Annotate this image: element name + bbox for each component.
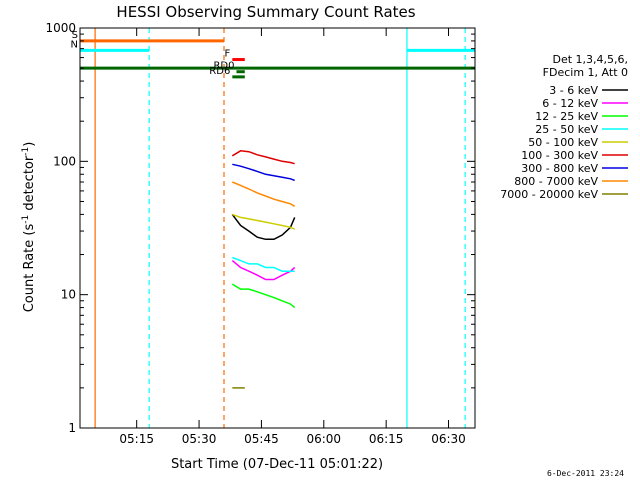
x-tick-label-0: 05:15 <box>119 432 154 446</box>
legend-label-4: 50 - 100 keV <box>528 136 598 149</box>
y-label-end: ) <box>22 142 37 147</box>
legend: Det 1,3,4,5,6,FDecim 1, Att 0 3 - 6 keV6 … <box>500 53 628 201</box>
legend-label-3: 25 - 50 keV <box>535 123 598 136</box>
x-tick-label-4: 06:15 <box>369 432 404 446</box>
legend-label-0: 3 - 6 keV <box>549 84 598 97</box>
flag-label-5: RD0 <box>213 61 234 72</box>
legend-label-1: 6 - 12 keV <box>542 97 598 110</box>
legend-label-2: 12 - 25 keV <box>535 110 598 123</box>
flag-label-6: RD6 <box>209 66 230 77</box>
y-tick-label-3: 1000 <box>45 21 76 35</box>
x-tick-label-1: 05:30 <box>182 432 217 446</box>
vertical-markers <box>94 28 466 428</box>
legend-label-5: 100 - 300 keV <box>521 149 598 162</box>
axes: 1 10 100 1000 05:15 05:30 05:45 06:00 06:15 06:30 <box>45 21 475 446</box>
series-line-6 <box>232 163 295 182</box>
y-tick-label-0: 1 <box>68 421 76 435</box>
y-label-mid: detector <box>22 155 37 215</box>
y-tick-label-1: 10 <box>61 288 76 302</box>
series-line-4 <box>232 213 296 230</box>
series-lines <box>231 150 296 389</box>
y-tick-label-2: 100 <box>53 154 76 168</box>
series-line-5 <box>231 150 295 165</box>
x-tick-label-2: 05:45 <box>244 432 279 446</box>
legend-header-0: Det 1,3,4,5,6, <box>552 53 628 66</box>
flag-label-1: N <box>71 39 78 50</box>
series-line-0 <box>231 213 296 241</box>
legend-label-8: 7000 - 20000 keV <box>500 188 598 201</box>
y-label-sup-1: -1 <box>21 215 31 224</box>
series-line-1 <box>231 260 296 281</box>
series-line-3 <box>232 256 295 272</box>
chart-title: HESSI Observing Summary Count Rates <box>116 3 415 21</box>
series-line-2 <box>231 283 296 309</box>
plot-frame <box>79 27 476 429</box>
x-tick-label-3: 06:00 <box>306 432 341 446</box>
y-label-main: Count Rate (s <box>22 224 37 313</box>
series-line-7 <box>232 181 296 207</box>
legend-label-6: 300 - 800 keV <box>521 162 598 175</box>
legend-header-1: FDecim 1, Att 0 <box>543 66 628 79</box>
legend-label-7: 800 - 7000 keV <box>514 175 598 188</box>
y-axis-label: Count Rate (s-1 detector-1) <box>21 142 37 313</box>
x-tick-label-5: 06:30 <box>431 432 466 446</box>
x-axis-label: Start Time (07-Dec-11 05:01:22) <box>171 457 383 472</box>
footer-timestamp: 6-Dec-2011 23:24 <box>547 469 624 478</box>
y-label-sup-2: -1 <box>21 147 31 156</box>
flag-label-0: S <box>72 30 78 41</box>
flag-label-3: F <box>225 49 231 60</box>
